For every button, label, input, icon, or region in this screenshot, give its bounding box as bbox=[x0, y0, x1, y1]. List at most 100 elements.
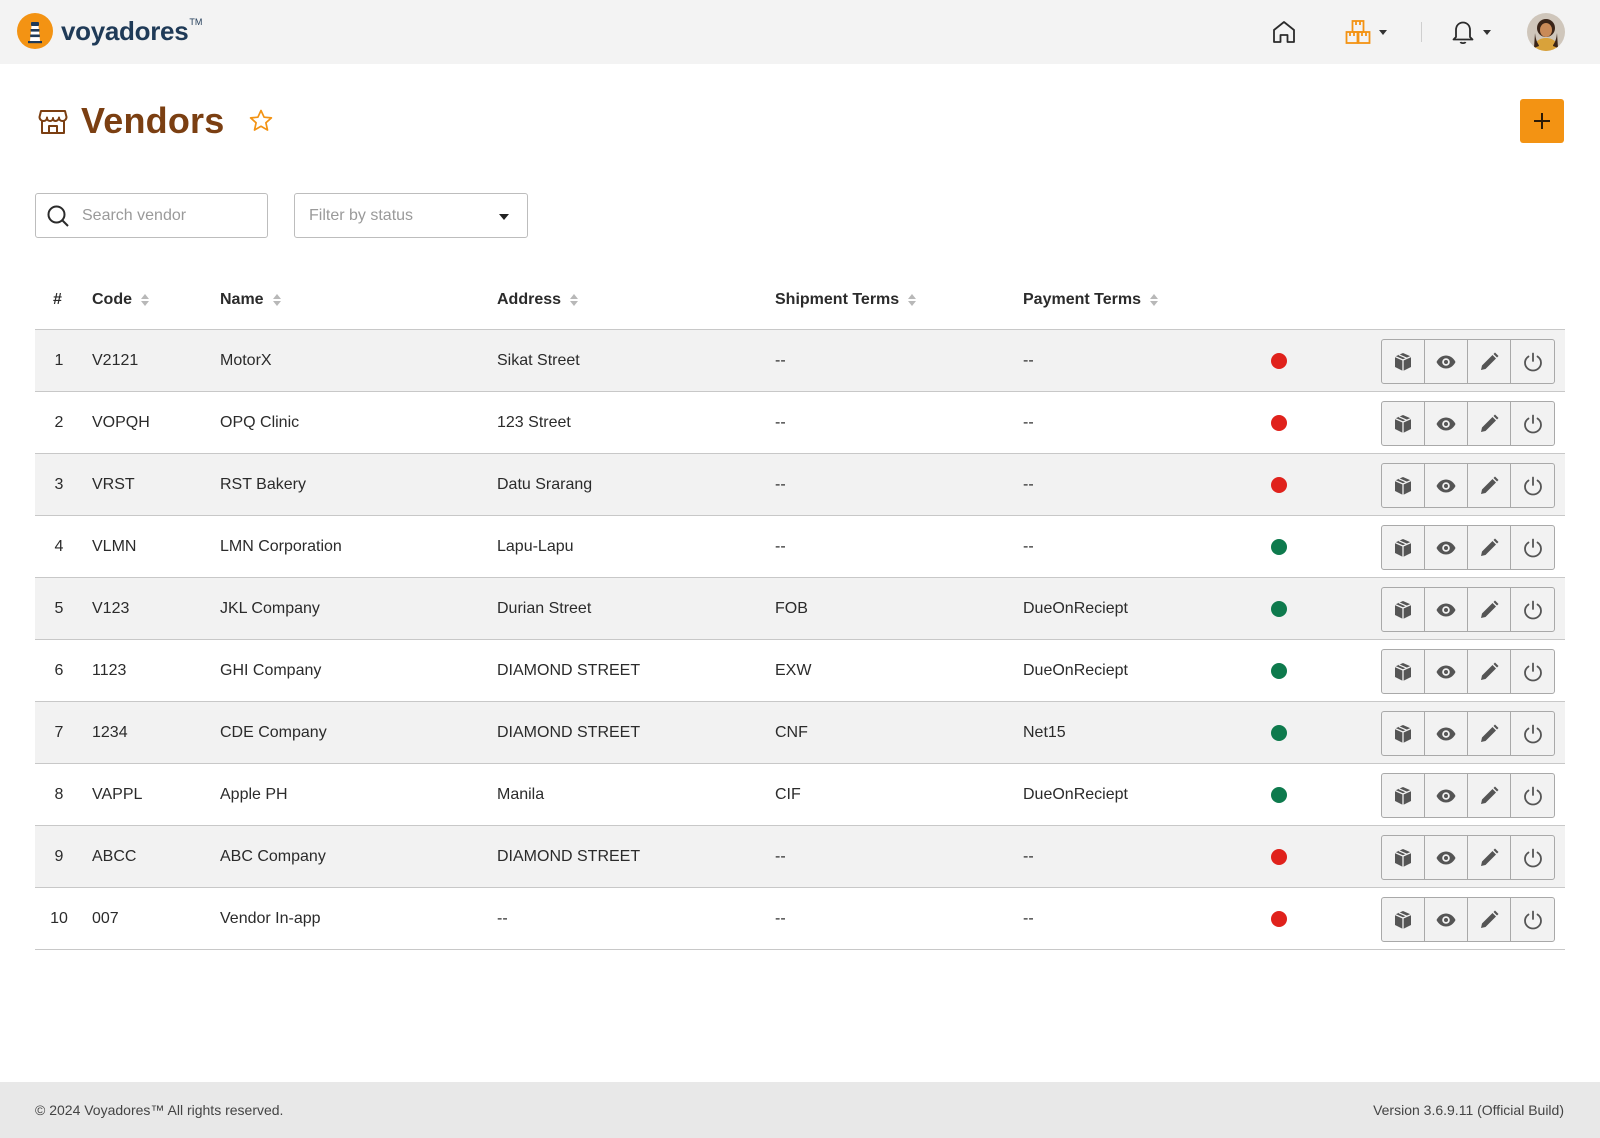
deactivate-button[interactable] bbox=[1511, 898, 1554, 941]
view-button[interactable] bbox=[1425, 340, 1468, 383]
status-filter-select[interactable]: Filter by status bbox=[294, 193, 528, 238]
deactivate-button[interactable] bbox=[1511, 836, 1554, 879]
home-icon[interactable] bbox=[1270, 18, 1298, 46]
deactivate-button[interactable] bbox=[1511, 464, 1554, 507]
power-icon bbox=[1523, 476, 1542, 495]
sort-icon[interactable] bbox=[908, 294, 917, 306]
column-header-name[interactable]: Name bbox=[220, 270, 281, 330]
items-button[interactable] bbox=[1382, 650, 1425, 693]
shipment-terms: CNF bbox=[775, 724, 808, 741]
table-row: 10 007 Vendor In-app -- -- -- bbox=[35, 888, 1565, 950]
edit-button[interactable] bbox=[1468, 712, 1511, 755]
row-number: 1 bbox=[54, 352, 64, 369]
pencil-icon bbox=[1481, 724, 1499, 742]
view-button[interactable] bbox=[1425, 402, 1468, 445]
search-input[interactable] bbox=[82, 206, 242, 225]
eye-icon bbox=[1436, 541, 1456, 554]
deactivate-button[interactable] bbox=[1511, 340, 1554, 383]
user-avatar[interactable] bbox=[1527, 13, 1565, 51]
package-icon bbox=[1394, 786, 1412, 805]
view-button[interactable] bbox=[1425, 464, 1468, 507]
row-number: 8 bbox=[54, 786, 64, 803]
pencil-icon bbox=[1481, 662, 1499, 680]
vendor-code: VOPQH bbox=[92, 414, 150, 431]
brand-logo[interactable]: voyadores TM bbox=[17, 13, 202, 49]
edit-button[interactable] bbox=[1468, 340, 1511, 383]
chevron-down-icon bbox=[1483, 29, 1491, 35]
view-button[interactable] bbox=[1425, 898, 1468, 941]
edit-button[interactable] bbox=[1468, 588, 1511, 631]
items-button[interactable] bbox=[1382, 774, 1425, 817]
deactivate-button[interactable] bbox=[1511, 650, 1554, 693]
edit-button[interactable] bbox=[1468, 526, 1511, 569]
table-row: 4 VLMN LMN Corporation Lapu-Lapu -- -- bbox=[35, 516, 1565, 578]
vendor-name: JKL Company bbox=[220, 600, 320, 617]
edit-button[interactable] bbox=[1468, 650, 1511, 693]
column-header-code[interactable]: Code bbox=[92, 270, 149, 330]
items-button[interactable] bbox=[1382, 836, 1425, 879]
column-header-address[interactable]: Address bbox=[497, 270, 579, 330]
notifications-menu[interactable] bbox=[1450, 18, 1491, 46]
items-button[interactable] bbox=[1382, 402, 1425, 445]
table-row: 3 VRST RST Bakery Datu Srarang -- -- bbox=[35, 454, 1565, 516]
vendor-code: VRST bbox=[92, 476, 135, 493]
payment-terms: -- bbox=[1023, 476, 1034, 493]
deactivate-button[interactable] bbox=[1511, 588, 1554, 631]
status-indicator bbox=[1271, 725, 1287, 741]
table-row: 7 1234 CDE Company DIAMOND STREET CNF Net15 bbox=[35, 702, 1565, 764]
items-button[interactable] bbox=[1382, 588, 1425, 631]
status-indicator bbox=[1271, 601, 1287, 617]
items-button[interactable] bbox=[1382, 526, 1425, 569]
sort-icon[interactable] bbox=[1149, 294, 1158, 306]
view-button[interactable] bbox=[1425, 712, 1468, 755]
deactivate-button[interactable] bbox=[1511, 774, 1554, 817]
edit-button[interactable] bbox=[1468, 402, 1511, 445]
shipment-terms: -- bbox=[775, 352, 786, 369]
vendor-name: MotorX bbox=[220, 352, 272, 369]
power-icon bbox=[1523, 538, 1542, 557]
table-row: 6 1123 GHI Company DIAMOND STREET EXW DueOnRe… bbox=[35, 640, 1565, 702]
warehouse-menu[interactable] bbox=[1344, 18, 1387, 46]
star-icon[interactable] bbox=[248, 108, 274, 134]
view-button[interactable] bbox=[1425, 526, 1468, 569]
sort-icon[interactable] bbox=[272, 294, 281, 306]
vendor-code: 1123 bbox=[92, 662, 127, 679]
sort-icon[interactable] bbox=[141, 294, 149, 306]
column-header-shipment-terms[interactable]: Shipment Terms bbox=[775, 270, 917, 330]
version-text: Version 3.6.9.11 (Official Build) bbox=[1373, 1102, 1564, 1118]
view-button[interactable] bbox=[1425, 588, 1468, 631]
deactivate-button[interactable] bbox=[1511, 402, 1554, 445]
edit-button[interactable] bbox=[1468, 464, 1511, 507]
payment-terms: -- bbox=[1023, 910, 1034, 927]
search-field[interactable] bbox=[35, 193, 268, 238]
vendor-address: DIAMOND STREET bbox=[497, 724, 641, 741]
view-button[interactable] bbox=[1425, 836, 1468, 879]
warehouse-boxes-icon bbox=[1345, 20, 1371, 44]
eye-icon bbox=[1436, 789, 1456, 802]
vendor-name: ABC Company bbox=[220, 848, 326, 865]
items-button[interactable] bbox=[1382, 898, 1425, 941]
package-icon bbox=[1394, 476, 1412, 495]
vendor-name: Vendor In-app bbox=[220, 910, 321, 927]
sort-icon[interactable] bbox=[570, 294, 579, 306]
deactivate-button[interactable] bbox=[1511, 712, 1554, 755]
edit-button[interactable] bbox=[1468, 898, 1511, 941]
payment-terms: -- bbox=[1023, 538, 1034, 555]
view-button[interactable] bbox=[1425, 650, 1468, 693]
add-vendor-button[interactable] bbox=[1520, 99, 1564, 143]
eye-icon bbox=[1436, 417, 1456, 430]
edit-button[interactable] bbox=[1468, 774, 1511, 817]
eye-icon bbox=[1436, 355, 1456, 368]
items-button[interactable] bbox=[1382, 340, 1425, 383]
row-actions bbox=[1381, 835, 1555, 880]
edit-button[interactable] bbox=[1468, 836, 1511, 879]
items-button[interactable] bbox=[1382, 464, 1425, 507]
status-indicator bbox=[1271, 353, 1287, 369]
deactivate-button[interactable] bbox=[1511, 526, 1554, 569]
items-button[interactable] bbox=[1382, 712, 1425, 755]
column-header-payment-terms[interactable]: Payment Terms bbox=[1023, 270, 1158, 330]
eye-icon bbox=[1436, 603, 1456, 616]
eye-icon bbox=[1436, 665, 1456, 678]
view-button[interactable] bbox=[1425, 774, 1468, 817]
top-navbar: voyadores TM bbox=[0, 0, 1600, 64]
